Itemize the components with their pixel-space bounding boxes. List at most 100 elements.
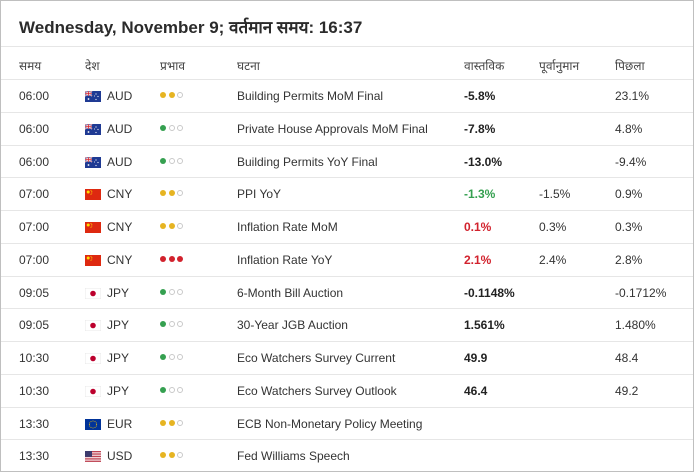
impact-indicator (160, 92, 186, 106)
previous-value: -9.4% (615, 154, 647, 169)
impact-indicator (160, 386, 186, 401)
event-name[interactable]: Building Permits MoM Final (237, 89, 384, 103)
column-header-previous[interactable]: पिछला (615, 59, 645, 73)
impact-dot (168, 419, 175, 426)
event-name[interactable]: 6-Month Bill Auction (237, 285, 344, 300)
actual-value: -1.3% (464, 187, 496, 202)
column-header-forecast[interactable]: पूर्वानुमान (539, 59, 580, 73)
previous-value: 48.4 (615, 351, 639, 365)
table-row[interactable]: 07:00 CNY Inflation Rate MoM 0.1% 0.3% 0.3% (1, 210, 693, 243)
event-name[interactable]: Building Permits YoY Final (237, 154, 378, 169)
event-name[interactable]: ECB Non-Monetary Policy Meeting (237, 416, 423, 431)
event-name[interactable]: Private House Approvals MoM Final (237, 121, 428, 136)
eu-flag-icon (85, 418, 101, 430)
table-row[interactable]: 10:30 JPY Eco Watchers Survey Outlook 46.4 4… (1, 373, 693, 407)
previous-value: 0.3% (615, 220, 643, 234)
impact-indicator (160, 124, 186, 139)
currency-code: JPY (107, 318, 130, 333)
table-row[interactable]: 13:30 EUR ECB Non-Monetary Policy Meeting (1, 406, 693, 440)
forecast-value: -1.5% (539, 187, 571, 202)
table-row[interactable]: 06:00 AUD Building Permits YoY Final -13.0%… (1, 144, 693, 178)
table-row[interactable]: 06:00 AUD Building Permits MoM Final -5.8% 2… (1, 79, 693, 112)
divider (1, 46, 693, 47)
event-time: 09:05 (19, 318, 50, 333)
impact-dot (160, 288, 166, 295)
table-row[interactable]: 09:05 JPY 6-Month Bill Auction -0.1148% -0.1… (1, 275, 693, 309)
event-time: 13:30 (19, 416, 50, 431)
actual-value: -13.0% (464, 154, 503, 169)
forecast-value: 2.4% (539, 252, 567, 267)
impact-dot (160, 223, 166, 229)
impact-indicator (160, 452, 186, 466)
impact-dot (160, 255, 166, 262)
column-header-actual[interactable]: वास्तविक (464, 59, 505, 73)
impact-dot (177, 452, 183, 459)
cn-flag-icon (85, 254, 101, 266)
column-header-country[interactable]: देश (85, 59, 100, 73)
table-row[interactable]: 07:00 CNY PPI YoY -1.3% -1.5% 0.9% (1, 177, 693, 210)
column-header-impact[interactable]: प्रभाव (160, 59, 186, 73)
impact-dot (177, 124, 183, 131)
impact-dot (177, 92, 183, 98)
actual-value: -7.8% (464, 121, 496, 136)
impact-indicator (160, 157, 186, 172)
page-title: Wednesday, November 9; वर्तमान समय: 16:3… (19, 18, 363, 37)
table-row[interactable]: 10:30 JPY Eco Watchers Survey Current 49.9 4… (1, 341, 693, 374)
currency-code: USD (107, 449, 133, 464)
impact-dot (160, 386, 166, 393)
impact-dot (168, 157, 175, 164)
impact-dot (168, 386, 175, 393)
event-time: 07:00 (19, 187, 50, 202)
impact-dot (168, 190, 175, 197)
impact-dot (177, 223, 183, 229)
table-row[interactable]: 09:05 JPY 30-Year JGB Auction 1.561% 1.480% (1, 308, 693, 341)
currency-code: JPY (107, 351, 130, 365)
actual-value: 49.9 (464, 351, 488, 365)
event-name[interactable]: Fed Williams Speech (237, 449, 350, 464)
previous-value: 0.9% (615, 187, 643, 202)
impact-dot (168, 452, 175, 459)
column-header-event[interactable]: घटना (237, 59, 260, 73)
impact-dot (160, 92, 166, 98)
table-row[interactable]: 07:00 CNY Inflation Rate YoY 2.1% 2.4% 2.8% (1, 242, 693, 276)
jp-flag-icon (84, 287, 102, 299)
impact-dot (177, 157, 183, 164)
us-flag-icon (85, 451, 101, 463)
event-name[interactable]: Eco Watchers Survey Outlook (237, 383, 397, 398)
table-row[interactable]: 06:00 AUD Private House Approvals MoM Fina… (1, 111, 693, 145)
currency-code: AUD (107, 154, 133, 169)
currency-code: AUD (107, 121, 133, 136)
cn-flag-icon (85, 189, 101, 201)
event-time: 07:00 (19, 220, 50, 234)
actual-value: -0.1148% (464, 285, 515, 300)
previous-value: 4.8% (615, 121, 643, 136)
event-time: 10:30 (19, 351, 50, 365)
event-time: 06:00 (19, 154, 50, 169)
impact-dot (168, 288, 175, 295)
impact-indicator (160, 354, 186, 368)
impact-indicator (160, 288, 186, 303)
currency-code: CNY (107, 187, 133, 202)
impact-dot (168, 354, 175, 360)
previous-value: 23.1% (615, 89, 650, 103)
currency-code: AUD (107, 89, 133, 103)
impact-dot (177, 321, 183, 328)
jp-flag-icon (84, 352, 102, 365)
event-name[interactable]: Inflation Rate YoY (237, 252, 333, 267)
table-row[interactable]: 13:30 USD Fed Williams Speech (1, 439, 693, 471)
actual-value: -5.8% (464, 89, 496, 103)
impact-dot (160, 419, 166, 426)
event-name[interactable]: Inflation Rate MoM (237, 220, 338, 234)
event-name[interactable]: PPI YoY (237, 187, 282, 202)
event-name[interactable]: Eco Watchers Survey Current (237, 351, 396, 365)
event-name[interactable]: 30-Year JGB Auction (237, 318, 348, 333)
jp-flag-icon (84, 319, 102, 332)
currency-code: CNY (107, 220, 133, 234)
actual-value: 0.1% (464, 220, 492, 234)
impact-dot (168, 124, 175, 131)
column-header-time[interactable]: समय (19, 59, 42, 73)
currency-code: JPY (107, 383, 130, 398)
actual-value: 46.4 (464, 383, 488, 398)
impact-dot (168, 223, 175, 229)
